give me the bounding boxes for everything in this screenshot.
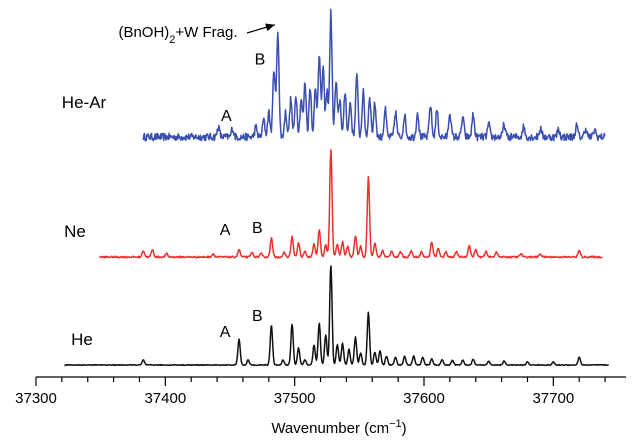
- peak-label-b: B: [252, 308, 263, 325]
- peak-label-a: A: [220, 222, 231, 239]
- x-tick-label: 37400: [144, 390, 186, 407]
- x-tick-label: 37500: [274, 390, 316, 407]
- x-tick-label: 37300: [15, 390, 57, 407]
- peak-label-b: B: [255, 51, 266, 68]
- peak-label-b: B: [252, 220, 263, 237]
- series-line-ne: [98, 149, 603, 259]
- x-tick-label: 37600: [403, 390, 445, 407]
- series-label-he-ar: He-Ar: [62, 93, 107, 112]
- peak-label-a: A: [221, 108, 232, 125]
- annotation-layer: A B A B A B (BnOH)2+W Frag.: [118, 23, 276, 341]
- fragment-arrow-head: [265, 23, 275, 32]
- series-label-ne: Ne: [64, 222, 86, 241]
- fragment-annotation-label: (BnOH)2+W Frag.: [118, 24, 237, 46]
- x-axis-title-main: Wavenumber (cm: [271, 420, 389, 437]
- series-line-he-ar: [142, 8, 606, 142]
- series-line-he: [64, 265, 610, 367]
- x-axis-title-sup: −1: [389, 418, 402, 430]
- x-axis: 37300 37400 37500 37600 37700: [15, 376, 626, 407]
- series-layer: He-Ar Ne He: [62, 8, 610, 367]
- x-axis-title: Wavenumber (cm−1): [271, 418, 406, 437]
- peak-label-a: A: [220, 324, 231, 341]
- x-axis-title-close: ): [402, 420, 407, 437]
- x-tick-label: 37700: [532, 390, 574, 407]
- series-label-he: He: [71, 330, 93, 349]
